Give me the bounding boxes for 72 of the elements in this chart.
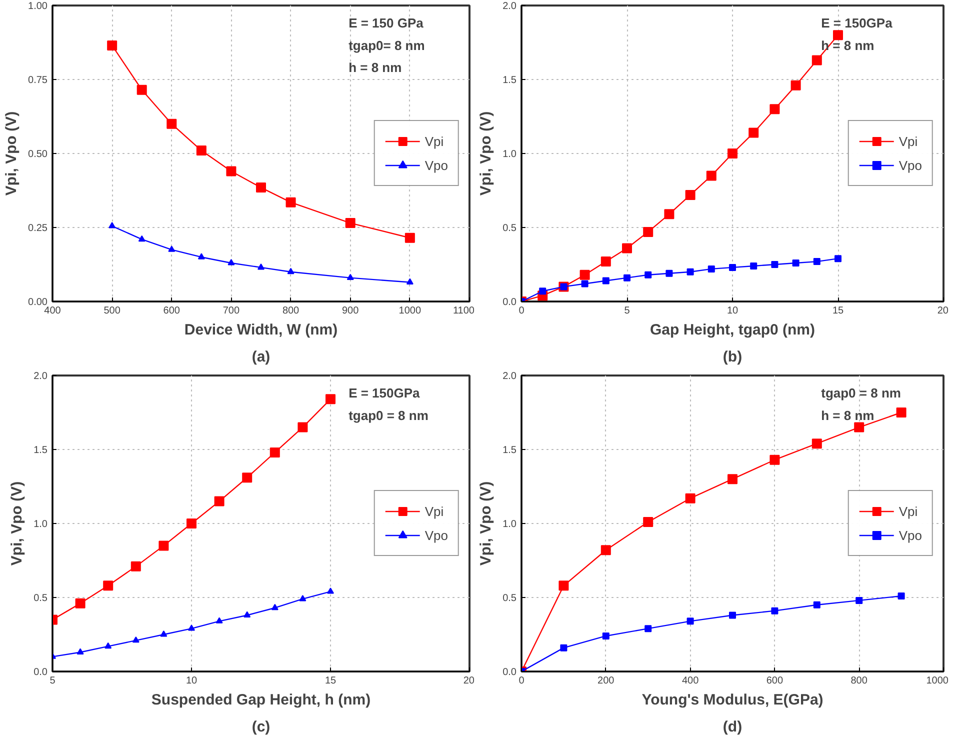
y-tick-label: 0.75	[28, 75, 48, 86]
x-tick-label: 5	[624, 306, 630, 316]
x-tick-label: 900	[342, 306, 360, 316]
x-tick-label: 10	[726, 306, 738, 316]
y-tick-label: 1.00	[28, 1, 48, 12]
y-tick-label: 1.0	[502, 519, 517, 530]
y-axis-title: Vpi, Vpo (V)	[8, 481, 26, 566]
x-tick-label: 15	[832, 306, 844, 316]
annotation: h = 8 nm	[821, 38, 874, 53]
x-tick-label: 500	[104, 306, 121, 316]
legend-label: Vpi	[898, 504, 919, 518]
y-tick-label: 0.25	[28, 223, 48, 234]
annotation: tgap0 = 8 nm	[348, 408, 428, 423]
y-tick-label: 1.0	[34, 519, 48, 530]
y-tick-label: 2.0	[34, 371, 48, 382]
legend-label: Vpi	[424, 134, 445, 148]
y-tick-label: 0.5	[34, 593, 48, 604]
x-tick-label: 15	[324, 676, 336, 686]
y-tick-label: 2.0	[502, 371, 517, 382]
text: (d)	[722, 718, 742, 736]
x-tick-label: 200	[598, 676, 615, 686]
x-tick-label: 20	[937, 306, 949, 316]
x-tick-label: 0	[518, 306, 525, 316]
y-tick-label: 1.0	[502, 149, 517, 160]
legend-label: Vpo	[898, 158, 922, 172]
annotation: E = 150GPa	[348, 386, 421, 401]
y-tick-label: 0.0	[502, 667, 517, 678]
legend-label: Vpo	[424, 158, 448, 172]
text: (b)	[722, 348, 742, 366]
x-tick-label: 600	[766, 676, 784, 686]
x-tick-label: 800	[282, 306, 300, 316]
text: (a)	[252, 348, 270, 366]
x-axis-title: Suspended Gap Height, h (nm)	[151, 692, 371, 708]
x-tick-label: 0	[518, 676, 525, 686]
annotation: h = 8 nm	[821, 408, 874, 423]
y-axis-title: Vpi, Vpo (V)	[478, 111, 495, 196]
x-tick-label: 400	[682, 676, 700, 686]
legend-label: Vpi	[898, 134, 919, 148]
legend-label: Vpo	[898, 528, 922, 542]
legend-label: Vpo	[424, 528, 448, 542]
x-tick-label: 5	[50, 676, 56, 686]
legend-label: Vpi	[424, 504, 445, 518]
x-tick-label: 700	[222, 306, 240, 316]
x-tick-label: 1100	[452, 306, 475, 316]
x-tick-label: 10	[186, 676, 198, 686]
y-tick-label: 0.0	[502, 297, 517, 308]
y-tick-label: 0.50	[28, 149, 48, 160]
x-axis-title: Device Width, W (nm)	[184, 322, 338, 338]
y-tick-label: 1.5	[502, 445, 517, 456]
annotation: E = 150 GPa	[348, 16, 424, 31]
text: (c)	[252, 718, 270, 736]
y-tick-label: 0.00	[28, 297, 48, 308]
y-tick-label: 2.0	[502, 1, 517, 12]
y-axis-title: Vpi, Vpo (V)	[478, 481, 495, 566]
annotation: E = 150GPa	[821, 16, 894, 31]
annotation: tgap0= 8 nm	[348, 38, 425, 53]
y-axis-title: Vpi, Vpo (V)	[3, 111, 20, 196]
y-tick-label: 1.5	[34, 445, 48, 456]
x-tick-label: 600	[163, 306, 180, 316]
y-tick-label: 0.0	[34, 667, 48, 678]
x-tick-label: 1000	[926, 676, 949, 686]
annotation: h = 8 nm	[348, 60, 402, 76]
x-axis-title: Young's Modulus, E(GPa)	[642, 692, 824, 708]
x-tick-label: 1000	[398, 306, 422, 316]
y-tick-label: 0.5	[502, 223, 517, 234]
y-tick-label: 0.5	[502, 593, 517, 604]
x-tick-label: 800	[850, 676, 868, 686]
x-axis-title: Gap Height, tgap0 (nm)	[650, 322, 816, 338]
y-tick-label: 1.5	[502, 75, 517, 86]
annotation: tgap0 = 8 nm	[821, 386, 901, 401]
x-tick-label: 400	[44, 306, 62, 316]
x-tick-label: 20	[463, 676, 475, 686]
